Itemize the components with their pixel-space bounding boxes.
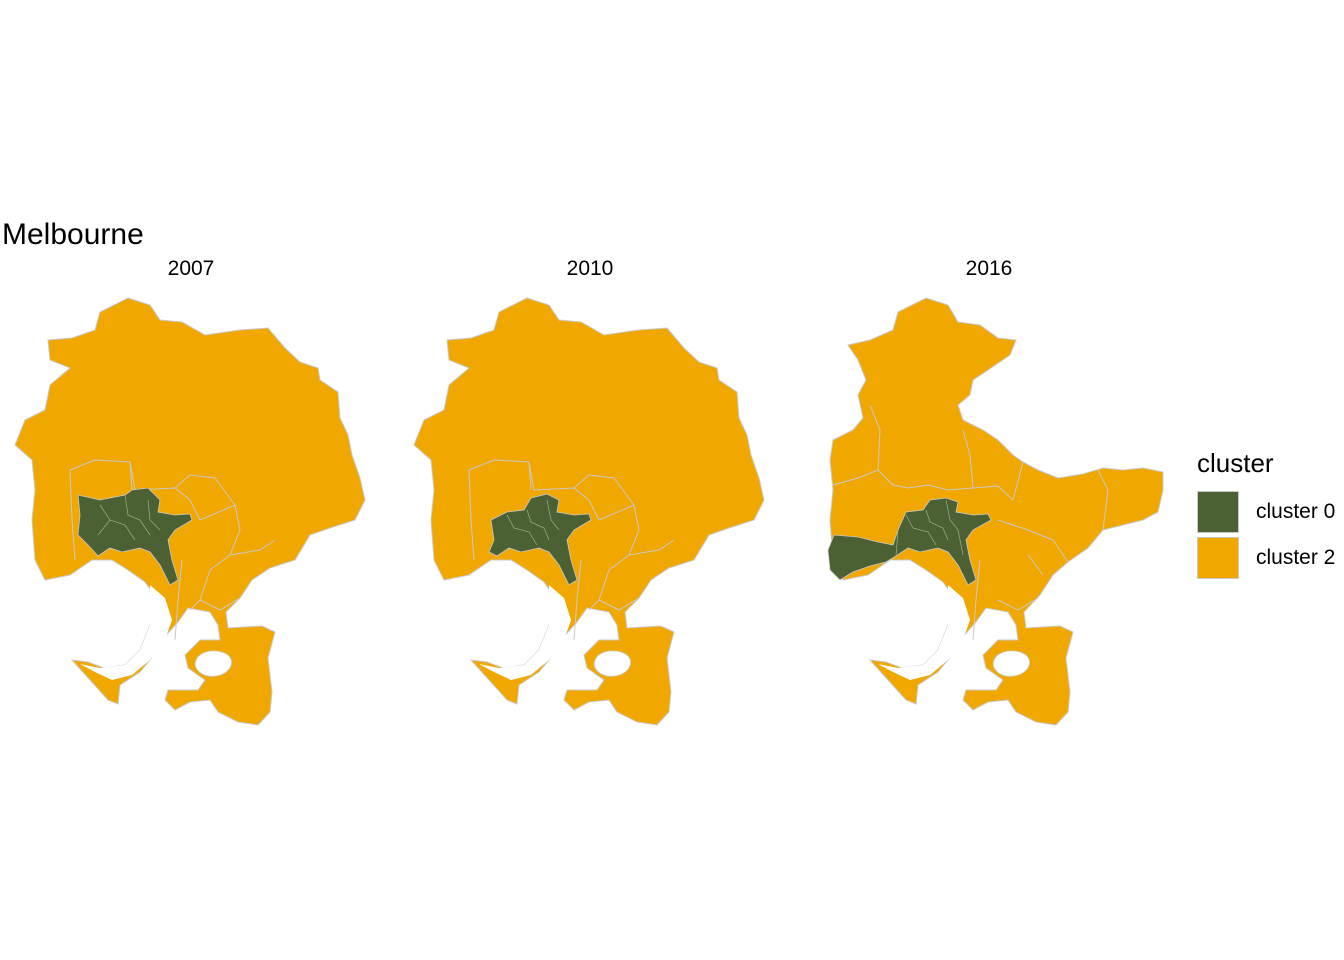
- region-cluster-2: [829, 297, 1164, 726]
- legend-swatch-cluster-2: [1197, 537, 1239, 579]
- facet-label-2010: 2010: [566, 257, 614, 280]
- region-cluster-2: [14, 297, 366, 726]
- region-cluster-0: [488, 493, 592, 586]
- map-panel-2010: [413, 297, 765, 726]
- plot-title: Melbourne: [2, 218, 144, 251]
- map-panel-2016: [827, 297, 1164, 726]
- legend: cluster cluster 0 cluster 2: [1197, 448, 1335, 581]
- legend-item-cluster-2: cluster 2: [1197, 535, 1335, 581]
- map-panel-2007: [14, 297, 366, 726]
- legend-title: cluster: [1197, 448, 1274, 478]
- facet-label-2016: 2016: [965, 257, 1013, 280]
- region-cluster-2: [413, 297, 765, 726]
- legend-swatch-cluster-0: [1197, 491, 1239, 533]
- facet-label-2007: 2007: [167, 257, 215, 280]
- legend-label-cluster-2: cluster 2: [1256, 546, 1336, 569]
- legend-item-cluster-0: cluster 0: [1197, 489, 1335, 535]
- legend-label-cluster-0: cluster 0: [1256, 500, 1336, 523]
- region-cluster-0: [77, 487, 193, 586]
